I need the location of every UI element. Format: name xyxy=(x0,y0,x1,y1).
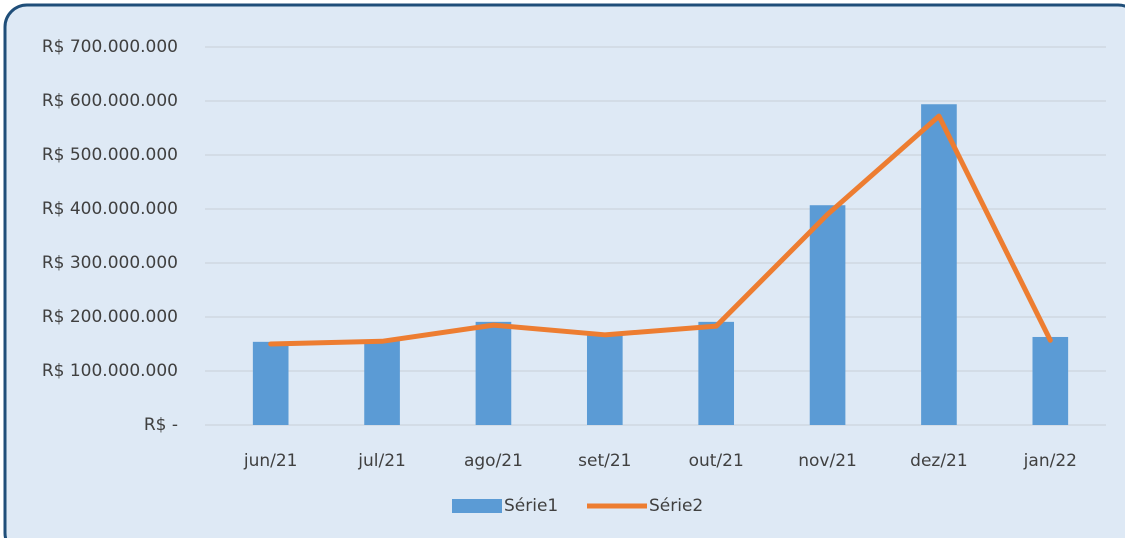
x-tick-label: out/21 xyxy=(689,451,744,471)
legend-swatch xyxy=(452,499,502,513)
x-tick-label: jul/21 xyxy=(357,451,406,471)
bar xyxy=(364,340,400,425)
bar xyxy=(809,205,846,425)
x-tick-label: ago/21 xyxy=(464,451,523,471)
x-tick-label: jan/22 xyxy=(1023,451,1077,471)
x-tick-label: set/21 xyxy=(578,451,631,471)
bar xyxy=(475,321,512,425)
y-tick-label: R$ - xyxy=(144,415,178,435)
bar xyxy=(698,321,735,425)
x-tick-label: dez/21 xyxy=(910,451,968,471)
y-tick-label: R$ 300.000.000 xyxy=(42,253,178,273)
line xyxy=(268,113,1053,347)
y-tick-label: R$ 500.000.000 xyxy=(42,145,178,165)
y-tick-label: R$ 700.000.000 xyxy=(42,37,178,57)
y-tick-label: R$ 100.000.000 xyxy=(42,361,178,381)
legend-label: Série2 xyxy=(649,496,703,516)
y-tick-label: R$ 400.000.000 xyxy=(42,199,178,219)
bar xyxy=(252,341,289,425)
bar xyxy=(921,104,957,426)
x-tick-label: jun/21 xyxy=(243,451,298,471)
bar xyxy=(586,334,623,425)
y-tick-label: R$ 600.000.000 xyxy=(42,91,178,111)
legend-label: Série1 xyxy=(504,496,558,516)
y-tick-label: R$ 200.000.000 xyxy=(42,307,178,327)
bar xyxy=(1032,336,1069,425)
x-tick-label: nov/21 xyxy=(798,451,857,471)
